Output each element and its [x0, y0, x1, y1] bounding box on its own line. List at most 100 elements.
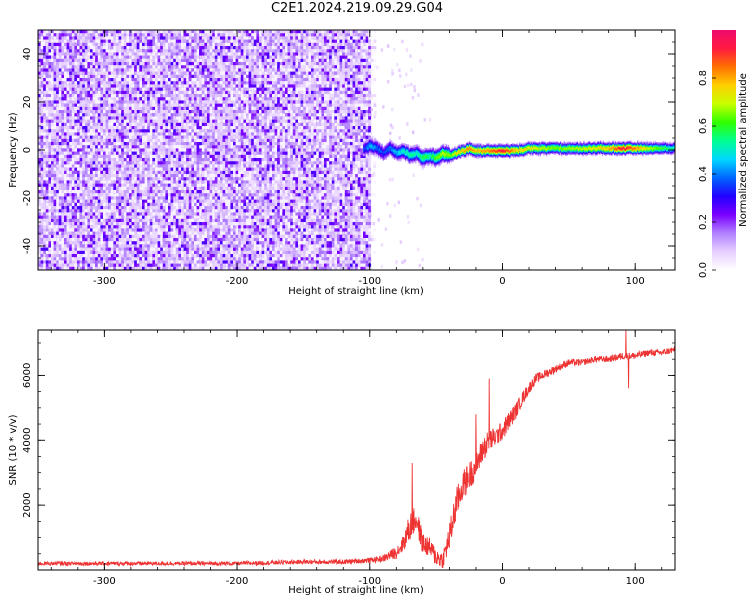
heatmap-cell: [165, 260, 169, 264]
heatmap-cell: [186, 129, 190, 133]
heatmap-cell: [53, 103, 57, 107]
heatmap-cell: [134, 90, 138, 94]
heatmap-cell: [71, 161, 75, 165]
heatmap-cell: [61, 202, 65, 206]
heatmap-cell: [170, 36, 174, 40]
heatmap-cell: [97, 119, 101, 126]
heatmap-cell: [51, 202, 54, 206]
heatmap-cell: [160, 81, 164, 85]
heatmap-cell: [188, 142, 192, 146]
heatmap-cell: [183, 116, 187, 120]
heatmap-cell: [84, 58, 88, 62]
heatmap-cell: [126, 254, 130, 258]
heatmap-cell: [149, 164, 153, 168]
heatmap-cell: [90, 228, 93, 235]
heatmap-cell: [43, 151, 47, 155]
heatmap-cell: [40, 257, 44, 261]
heatmap-cell: [207, 97, 210, 101]
heatmap-cell: [74, 84, 78, 88]
heatmap-cell: [173, 244, 177, 248]
heatmap-cell: [168, 193, 171, 197]
heatmap-cell: [160, 58, 164, 62]
heatmap-cell: [61, 183, 65, 187]
heatmap-cell: [175, 71, 179, 75]
heatmap-cell: [129, 218, 132, 225]
heatmap-cell: [157, 241, 161, 245]
heatmap-cell: [207, 196, 210, 200]
heatmap-cell: [168, 138, 171, 142]
heatmap-cell: [56, 250, 60, 254]
heatmap-cell: [165, 84, 169, 88]
heatmap-cell: [181, 103, 184, 107]
heatmap-cell: [121, 52, 125, 56]
heatmap-cell: [100, 218, 104, 222]
heatmap-cell: [77, 103, 80, 107]
heatmap-cell: [168, 148, 171, 152]
heatmap-cell: [131, 151, 135, 156]
heatmap-cell: [144, 222, 148, 226]
heatmap-cell: [100, 84, 104, 88]
heatmap-cell: [123, 154, 127, 158]
heatmap-cell: [48, 202, 52, 206]
heatmap-cell: [175, 177, 179, 181]
heatmap-cell: [162, 190, 166, 194]
heatmap-cell: [113, 199, 117, 203]
heatmap-cell: [131, 94, 135, 98]
heatmap-cell: [142, 222, 145, 226]
heatmap-cell: [165, 119, 169, 123]
heatmap-cell: [113, 33, 117, 37]
heatmap-cell: [92, 193, 96, 197]
heatmap-cell: [131, 186, 135, 190]
heatmap-cell: [129, 110, 132, 114]
heatmap-cell: [199, 180, 203, 184]
heatmap-cell: [162, 126, 166, 130]
heatmap-cell: [74, 68, 78, 72]
heatmap-cell: [191, 180, 195, 186]
heatmap-cell: [183, 106, 187, 110]
heatmap-cell: [131, 55, 135, 59]
heatmap-cell: [92, 78, 96, 82]
heatmap-cell: [207, 90, 210, 94]
heatmap-cell: [103, 254, 106, 258]
heatmap-cell: [69, 119, 73, 123]
heatmap-cell: [90, 103, 93, 107]
heatmap-cell: [201, 52, 205, 58]
heatmap-cell: [100, 68, 104, 72]
heatmap-cell: [155, 110, 158, 114]
heatmap-cell: [188, 257, 192, 261]
heatmap-cell: [82, 151, 86, 155]
heatmap-cell: [173, 90, 177, 94]
heatmap-cell: [183, 161, 187, 165]
heatmap-cell: [87, 174, 91, 178]
heatmap-cell: [196, 113, 200, 117]
heatmap-cell: [170, 113, 174, 117]
heatmap-cell: [201, 183, 205, 187]
heatmap-cell: [121, 113, 125, 118]
heatmap-cell: [51, 90, 54, 94]
heatmap-cell: [79, 142, 83, 146]
heatmap-cell: [196, 231, 200, 235]
heatmap-cell: [175, 84, 179, 88]
heatmap-cell: [160, 222, 164, 226]
heatmap-cell: [155, 215, 158, 219]
heatmap-cell: [61, 212, 65, 216]
heatmap-cell: [126, 132, 130, 136]
heatmap-cell: [87, 58, 91, 62]
heatmap-cell: [186, 126, 190, 130]
heatmap-cell: [92, 180, 96, 184]
heatmap-cell: [207, 52, 210, 56]
heatmap-cell: [152, 225, 156, 229]
heatmap-cell: [123, 161, 127, 165]
heatmap-cell: [165, 244, 169, 248]
heatmap-cell: [108, 212, 112, 216]
heatmap-cell: [69, 161, 73, 165]
heatmap-cell: [162, 206, 166, 210]
heatmap-cell: [173, 36, 177, 40]
heatmap-cell: [56, 154, 60, 158]
heatmap-cell: [77, 65, 80, 69]
heatmap-cell: [147, 174, 151, 178]
heatmap-cell: [84, 215, 88, 219]
heatmap-cell: [134, 58, 138, 62]
heatmap-cell: [152, 62, 156, 66]
heatmap-cell: [87, 167, 91, 171]
